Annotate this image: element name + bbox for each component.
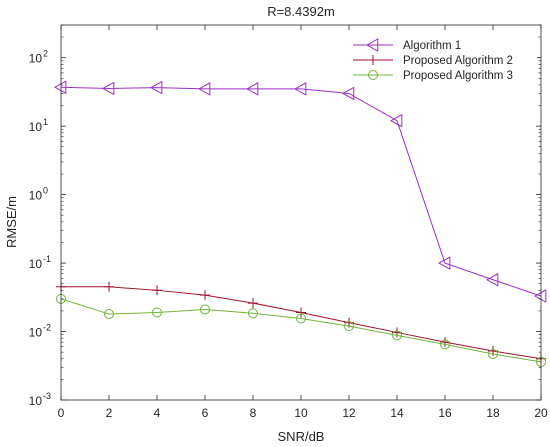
data-point xyxy=(488,348,498,359)
legend: Algorithm 1 Proposed Algorithm 2 Proposed … xyxy=(345,33,537,85)
x-tick-label: 4 xyxy=(154,406,161,420)
legend-entry: Proposed Algorithm 2 xyxy=(353,55,513,67)
data-point xyxy=(485,272,499,287)
x-tick-label: 6 xyxy=(202,406,209,420)
y-tick-exponent: 1 xyxy=(43,117,48,127)
series-line xyxy=(60,298,542,363)
y-tick-label: 10 xyxy=(29,257,43,271)
data-point xyxy=(296,307,306,318)
legend-label: Proposed Algorithm 2 xyxy=(403,55,513,67)
data-point xyxy=(104,309,114,320)
x-axis-label: SNR/dB xyxy=(278,429,325,444)
chart-marks xyxy=(53,80,547,367)
y-tick-exponent: -2 xyxy=(43,323,51,333)
y-axis-label: RMSE/m xyxy=(4,196,19,248)
data-point xyxy=(152,285,162,296)
y-tick-label: 10 xyxy=(29,189,43,203)
series-line xyxy=(60,86,542,297)
y-tick-exponent: 2 xyxy=(43,49,48,59)
legend-marker xyxy=(368,70,378,80)
chart-title: R=8.4392m xyxy=(267,4,335,19)
data-point xyxy=(197,82,211,96)
data-point xyxy=(101,81,115,96)
data-point xyxy=(344,321,354,332)
data-point xyxy=(437,256,451,270)
x-tick-label: 12 xyxy=(342,406,356,420)
series-1 xyxy=(53,80,547,303)
x-tick-label: 20 xyxy=(534,406,548,420)
y-tick-exponent: -1 xyxy=(43,254,51,264)
x-tick-label: 16 xyxy=(438,406,452,420)
data-point xyxy=(149,80,163,95)
x-tick-label: 10 xyxy=(294,406,308,420)
data-point xyxy=(392,330,402,341)
legend-label: Algorithm 1 xyxy=(403,40,461,52)
data-point xyxy=(104,281,114,292)
data-point xyxy=(53,80,67,95)
y-tick-label: 10 xyxy=(29,52,43,66)
data-point xyxy=(440,339,450,350)
data-point xyxy=(341,86,355,101)
legend-marker xyxy=(365,38,379,52)
legend-label: Proposed Algorithm 3 xyxy=(403,70,513,82)
data-point xyxy=(293,82,307,96)
x-tick-label: 0 xyxy=(58,406,65,420)
data-point xyxy=(200,304,210,315)
legend-marker xyxy=(368,55,378,65)
x-tick-label: 8 xyxy=(250,406,257,420)
y-tick-label: 10 xyxy=(29,326,43,340)
data-point xyxy=(248,308,258,319)
x-tick-label: 18 xyxy=(486,406,500,420)
data-point xyxy=(389,113,403,128)
data-point xyxy=(248,298,258,309)
data-point xyxy=(245,82,259,96)
data-point xyxy=(296,313,306,324)
y-tick-exponent: -3 xyxy=(43,391,51,401)
legend-entry: Algorithm 1 xyxy=(353,38,461,52)
legend-entry: Proposed Algorithm 3 xyxy=(353,70,513,82)
data-point xyxy=(440,337,450,348)
x-tick-label: 14 xyxy=(390,406,404,420)
y-tick-label: 10 xyxy=(29,394,43,408)
y-tick-label: 10 xyxy=(29,120,43,134)
x-tick-label: 2 xyxy=(106,406,113,420)
data-point xyxy=(200,290,210,301)
series-3 xyxy=(56,293,546,367)
y-tick-exponent: 0 xyxy=(43,186,48,196)
data-point xyxy=(152,307,162,318)
